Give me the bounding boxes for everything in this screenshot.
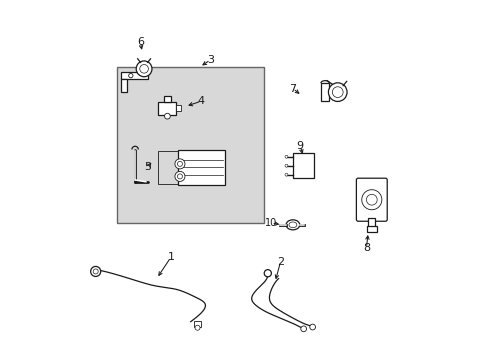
Circle shape <box>285 173 287 176</box>
Text: 10: 10 <box>264 218 277 228</box>
Text: 9: 9 <box>296 141 303 151</box>
Text: 6: 6 <box>137 37 143 47</box>
Text: 3: 3 <box>206 55 213 65</box>
Circle shape <box>175 159 184 169</box>
Ellipse shape <box>288 222 296 228</box>
Circle shape <box>309 324 315 330</box>
Text: 5: 5 <box>144 162 151 172</box>
Bar <box>194 320 201 327</box>
Bar <box>121 79 127 92</box>
Circle shape <box>300 326 306 332</box>
Bar <box>158 151 178 184</box>
Circle shape <box>177 174 182 179</box>
Circle shape <box>361 190 381 210</box>
Bar <box>320 83 329 101</box>
Circle shape <box>285 164 287 167</box>
Text: 2: 2 <box>276 257 284 267</box>
Circle shape <box>93 269 98 274</box>
Bar <box>367 218 375 226</box>
Circle shape <box>195 325 200 330</box>
Bar <box>117 67 264 223</box>
Circle shape <box>128 73 133 78</box>
Circle shape <box>140 64 148 73</box>
Bar <box>178 149 224 185</box>
Bar <box>366 226 376 232</box>
FancyBboxPatch shape <box>356 178 386 221</box>
Circle shape <box>177 161 182 166</box>
Bar <box>163 96 171 102</box>
Circle shape <box>175 171 184 181</box>
Text: 8: 8 <box>362 243 369 253</box>
Circle shape <box>90 266 101 276</box>
Bar <box>158 102 176 115</box>
Text: 1: 1 <box>167 252 174 262</box>
Ellipse shape <box>285 220 299 230</box>
Bar <box>176 105 181 111</box>
Circle shape <box>264 270 271 277</box>
Text: 7: 7 <box>289 84 296 94</box>
Circle shape <box>285 155 287 158</box>
Text: 4: 4 <box>198 96 204 106</box>
Circle shape <box>328 83 346 102</box>
Circle shape <box>332 87 343 98</box>
Bar <box>292 153 314 178</box>
Circle shape <box>164 113 170 119</box>
Circle shape <box>136 61 152 77</box>
Circle shape <box>366 194 376 205</box>
Bar <box>121 72 147 79</box>
